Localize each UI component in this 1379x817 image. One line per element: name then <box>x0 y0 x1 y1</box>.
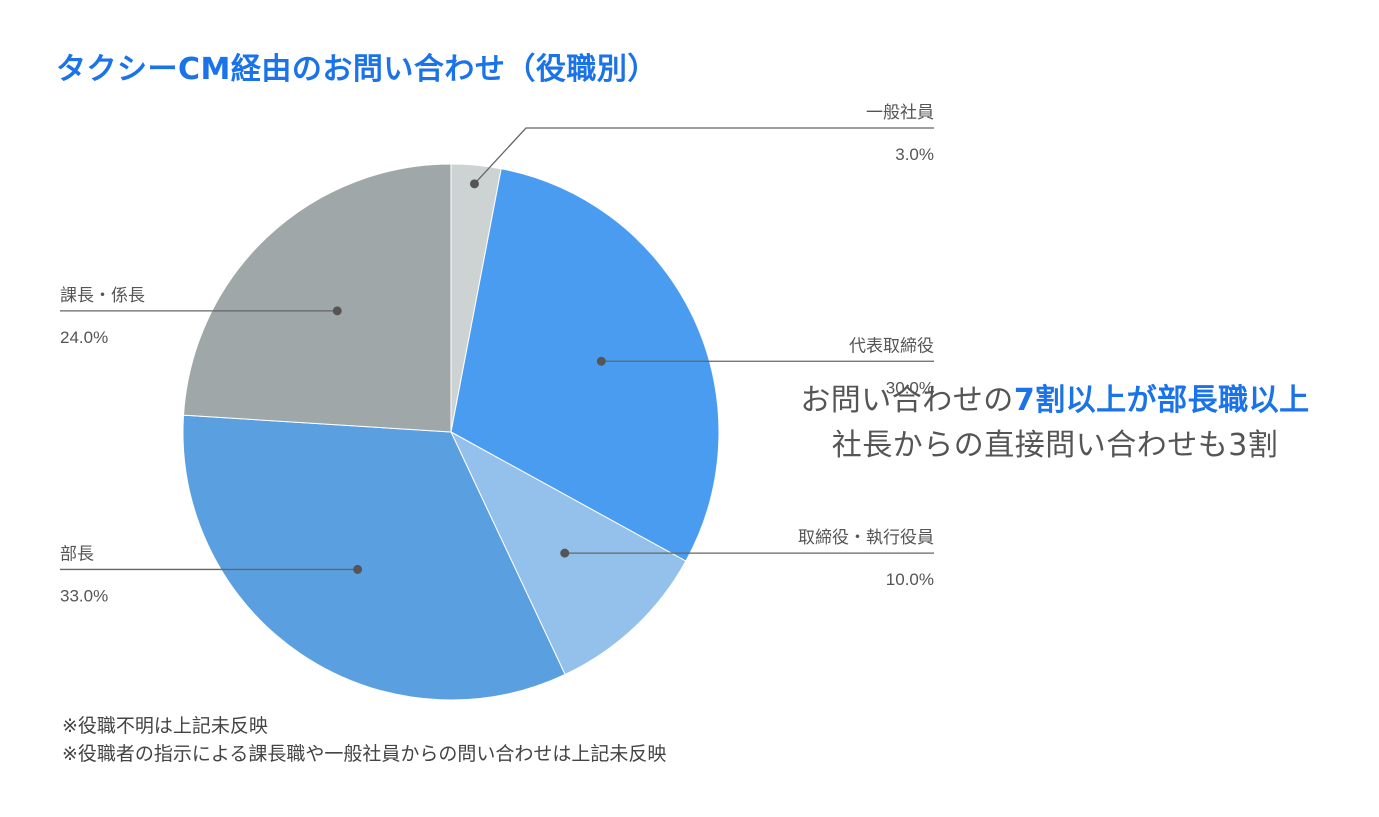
slice-value-label: 24.0% <box>60 328 108 347</box>
callout-line-2: 社長からの直接問い合わせも3割 <box>831 428 1279 463</box>
leader-line <box>473 127 934 185</box>
leader-dot <box>469 179 479 189</box>
slice-label: 取締役・執行役員 <box>798 528 934 547</box>
callout-line-1: お問い合わせの7割以上が部長職以上 <box>760 375 1350 419</box>
slice-value-label: 30.0% <box>886 378 934 397</box>
slice-value-label: 3.0% <box>895 145 934 164</box>
slice-value-label: 10.0% <box>886 570 934 589</box>
leader-dot <box>596 356 606 366</box>
pie-slice <box>450 168 720 562</box>
footnotes: ※役職不明は上記未反映 ※役職者の指示による課長職や一般社員からの問い合わせは上… <box>62 712 666 768</box>
slice-label: 部長 <box>60 544 94 563</box>
slice-label: 代表取締役 <box>849 336 934 355</box>
chart-title: タクシーCM経由のお問い合わせ（役職別） <box>56 52 658 87</box>
leader-dot <box>560 548 570 558</box>
leader-dot <box>353 564 363 574</box>
footnote-2: ※役職者の指示による課長職や一般社員からの問い合わせは上記未反映 <box>62 743 667 765</box>
footnote-1: ※役職不明は上記未反映 <box>62 715 268 737</box>
slice-value-label: 33.0% <box>60 586 108 605</box>
pie-slice <box>182 414 566 701</box>
leader-dot <box>332 306 342 316</box>
callout-line-1-prefix: お問い合わせの <box>800 383 1014 418</box>
callout-highlight: 7割以上が部長職以上 <box>1013 383 1310 418</box>
slice-label: 一般社員 <box>866 103 934 122</box>
slice-label: 課長・係長 <box>60 286 145 305</box>
pie-slice <box>182 163 452 433</box>
